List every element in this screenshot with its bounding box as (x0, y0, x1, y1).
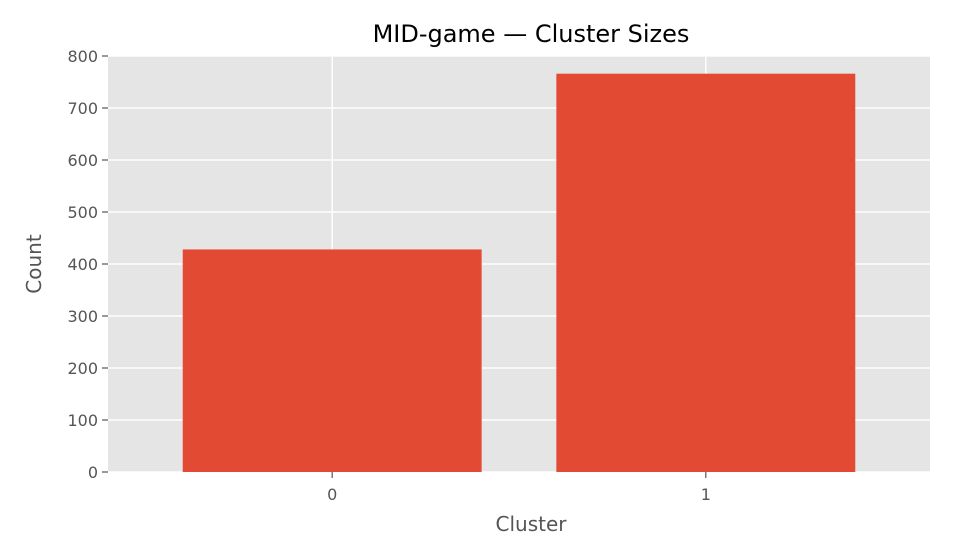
y-axis-ticks: 0 100 200 300 400 500 600 700 800 (67, 47, 108, 482)
x-tick-label: 1 (701, 485, 711, 504)
y-tick-label: 600 (67, 151, 98, 170)
y-axis-label: Count (22, 234, 46, 294)
bar-cluster-0 (182, 249, 482, 472)
y-tick-label: 700 (67, 99, 98, 118)
y-tick-label: 100 (67, 411, 98, 430)
bar-cluster-1 (556, 73, 856, 473)
bars (182, 73, 856, 473)
y-tick-label: 300 (67, 307, 98, 326)
y-tick-label: 0 (88, 463, 98, 482)
x-axis-label: Cluster (496, 512, 568, 536)
y-tick-label: 800 (67, 47, 98, 66)
y-tick-label: 500 (67, 203, 98, 222)
y-tick-label: 400 (67, 255, 98, 274)
y-tick-label: 200 (67, 359, 98, 378)
x-tick-label: 0 (327, 485, 337, 504)
chart-title: MID-game — Cluster Sizes (373, 20, 690, 48)
